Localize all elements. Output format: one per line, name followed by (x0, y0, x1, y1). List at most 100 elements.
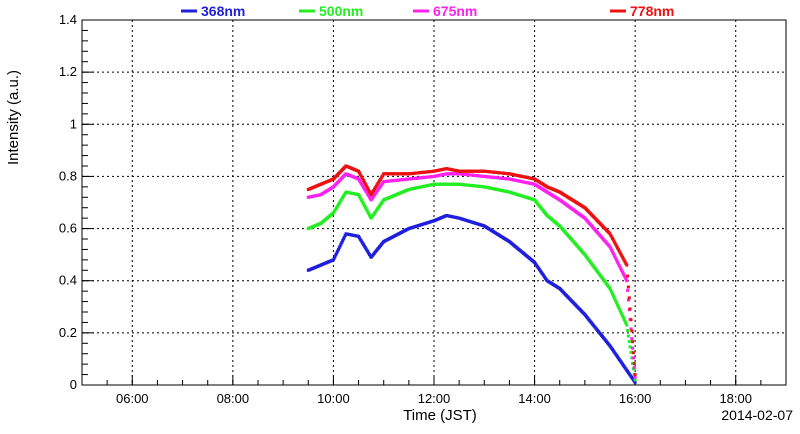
data-point (359, 174, 363, 178)
data-point (632, 351, 635, 355)
data-point (343, 234, 347, 237)
y-tick-label: 0.4 (59, 273, 77, 288)
data-point (625, 279, 629, 283)
data-point (337, 247, 340, 251)
y-tick-label: 0.8 (59, 168, 77, 183)
data-point (627, 340, 631, 343)
data-point (619, 252, 623, 256)
data-point (616, 247, 620, 251)
data-point (618, 265, 622, 269)
data-point (621, 314, 625, 318)
data-point (362, 179, 366, 183)
data-point (340, 241, 344, 244)
data-point (633, 373, 637, 377)
x-tick-label: 16:00 (619, 391, 652, 406)
data-point (632, 356, 635, 360)
data-point (336, 249, 340, 253)
data-point (633, 380, 637, 384)
data-point (631, 340, 635, 344)
data-point (625, 263, 629, 267)
legend-label: 675nm (433, 3, 477, 19)
data-point (631, 346, 635, 350)
y-tick-label: 0.6 (59, 221, 77, 236)
data-point (632, 362, 636, 366)
data-point (358, 196, 362, 200)
data-point (615, 301, 619, 305)
data-point (621, 272, 625, 276)
data-point (334, 253, 338, 257)
data-point (362, 204, 366, 208)
data-point (612, 240, 616, 244)
data-point (616, 262, 620, 266)
data-point (622, 274, 626, 278)
data-point (611, 252, 615, 256)
legend-label: 500nm (319, 3, 363, 19)
data-point (612, 296, 616, 300)
data-point (608, 245, 612, 249)
data-point (342, 235, 346, 239)
data-point (628, 345, 632, 349)
data-point (629, 327, 633, 331)
data-point (616, 305, 620, 309)
data-point (626, 329, 630, 332)
data-point (616, 260, 619, 264)
data-point (629, 350, 633, 354)
data-point (618, 308, 622, 312)
data-point (633, 378, 637, 382)
data-point (621, 257, 625, 261)
x-tick-label: 08:00 (217, 391, 250, 406)
data-point (623, 260, 627, 264)
data-point (620, 269, 624, 272)
data-point (615, 258, 619, 262)
data-point (623, 275, 627, 279)
data-point (342, 237, 345, 241)
data-point (619, 267, 623, 271)
data-point (620, 312, 624, 316)
data-point (609, 288, 613, 292)
y-tick-label: 1.4 (59, 12, 77, 27)
data-point (338, 244, 342, 248)
data-point (365, 208, 369, 212)
data-point (629, 318, 633, 322)
legend: 368nm 500nm 675nm 778nm (181, 3, 674, 19)
data-point (364, 183, 368, 187)
data-point (611, 238, 615, 242)
series-368nm (306, 214, 637, 384)
data-point (608, 232, 612, 236)
y-tick-label: 1 (70, 116, 77, 131)
data-points (306, 164, 637, 384)
legend-label: 368nm (201, 3, 245, 19)
data-point (361, 177, 365, 181)
data-point (621, 270, 625, 274)
data-point (363, 205, 367, 209)
x-axis-title: Time (JST) (403, 407, 477, 424)
data-point (621, 316, 625, 320)
data-point (337, 246, 341, 250)
data-point (613, 255, 617, 259)
y-tick-label: 1.2 (59, 64, 77, 79)
data-point (624, 262, 628, 265)
data-point (617, 249, 621, 253)
data-point (622, 318, 626, 322)
x-tick-label: 12:00 (418, 391, 451, 406)
y-axis-title: Intensity (a.u.) (5, 70, 22, 165)
data-point (360, 199, 364, 203)
data-point (611, 294, 615, 298)
x-tick-label: 14:00 (518, 391, 551, 406)
data-point (626, 298, 630, 302)
data-point (626, 274, 630, 278)
data-point (617, 307, 621, 311)
data-point (609, 247, 613, 250)
axis-ticks: 06:00 08:00 10:00 12:00 14:00 16:00 18:00 0 0.2 0… (59, 12, 787, 406)
series-500nm (306, 182, 637, 382)
data-point (610, 290, 614, 294)
data-point (632, 366, 636, 369)
data-point (630, 337, 634, 341)
data-point (633, 375, 637, 379)
series-778nm (306, 164, 637, 377)
y-tick-label: 0.2 (59, 325, 77, 340)
data-point (332, 256, 336, 260)
data-point (626, 334, 630, 338)
data-point (368, 213, 371, 217)
series-675nm (306, 172, 637, 379)
